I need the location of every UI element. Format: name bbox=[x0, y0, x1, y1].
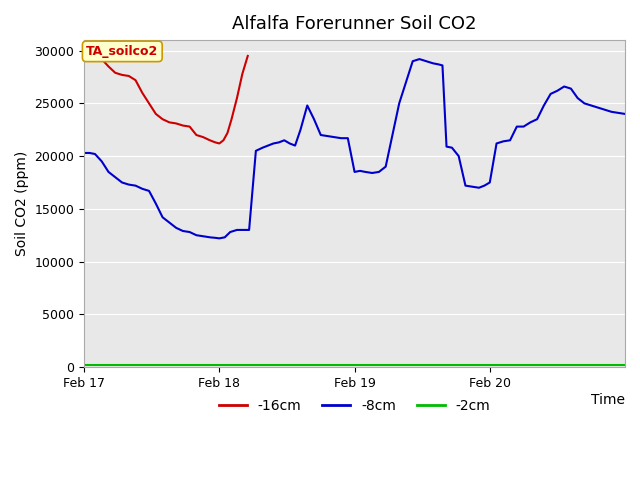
Text: Time: Time bbox=[591, 393, 625, 407]
Y-axis label: Soil CO2 (ppm): Soil CO2 (ppm) bbox=[15, 151, 29, 256]
Text: TA_soilco2: TA_soilco2 bbox=[86, 45, 159, 58]
Title: Alfalfa Forerunner Soil CO2: Alfalfa Forerunner Soil CO2 bbox=[232, 15, 477, 33]
Legend: -16cm, -8cm, -2cm: -16cm, -8cm, -2cm bbox=[213, 394, 496, 419]
